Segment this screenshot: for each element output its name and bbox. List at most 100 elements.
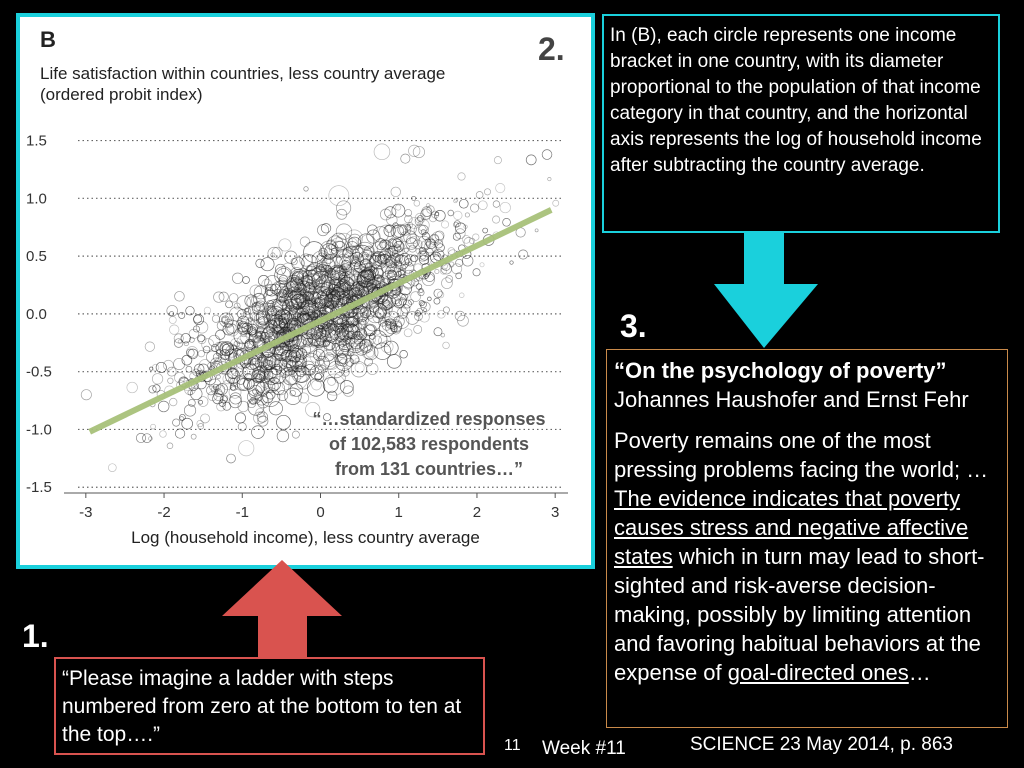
data-point: [296, 348, 308, 360]
data-point: [208, 378, 222, 392]
data-point: [247, 398, 265, 416]
data-point: [242, 363, 259, 380]
data-point: [221, 344, 231, 354]
data-point: [348, 311, 359, 323]
data-point: [234, 412, 246, 424]
data-point: [226, 453, 236, 464]
step-label-1: 1.: [22, 618, 49, 654]
data-point: [225, 368, 241, 384]
data-point: [327, 360, 345, 379]
data-point: [320, 257, 336, 273]
data-point: [297, 363, 307, 373]
data-point: [291, 354, 308, 370]
x-tick-label: 0: [316, 504, 324, 521]
data-point: [357, 318, 368, 329]
data-point: [219, 349, 231, 361]
data-point: [314, 297, 327, 309]
data-point: [197, 396, 209, 407]
data-point: [334, 371, 346, 384]
data-point: [363, 324, 376, 337]
data-point: [271, 381, 285, 395]
data-point: [310, 266, 329, 284]
data-point: [307, 378, 326, 397]
data-point: [384, 310, 400, 326]
data-point: [291, 430, 300, 439]
data-point: [461, 255, 474, 267]
data-point: [305, 269, 323, 288]
data-point: [244, 307, 250, 313]
data-point: [163, 359, 174, 371]
data-point: [169, 311, 175, 317]
data-point: [417, 250, 429, 262]
data-point: [386, 269, 397, 281]
data-point: [238, 440, 255, 457]
data-point: [206, 385, 216, 396]
data-point: [316, 261, 330, 276]
data-point: [152, 384, 161, 393]
data-point: [159, 430, 167, 438]
data-point: [472, 268, 481, 277]
data-point: [234, 366, 248, 380]
data-point: [410, 291, 421, 302]
data-point: [219, 349, 231, 360]
data-point: [265, 283, 278, 297]
data-point: [387, 262, 398, 273]
data-point: [240, 311, 254, 325]
data-point: [265, 389, 276, 400]
data-point: [311, 291, 329, 308]
data-point: [188, 336, 195, 343]
data-point: [252, 292, 266, 306]
data-point: [332, 343, 341, 352]
data-point: [428, 214, 438, 223]
data-point: [197, 334, 206, 343]
data-point: [318, 324, 332, 337]
abstract-underlined2: goal-directed ones: [727, 660, 909, 685]
data-point: [300, 344, 312, 356]
data-point: [249, 284, 263, 298]
data-point: [308, 333, 321, 347]
data-point: [352, 267, 362, 277]
data-point: [242, 276, 250, 284]
data-point: [335, 330, 356, 350]
data-point: [326, 320, 338, 332]
data-point: [328, 185, 350, 207]
data-point: [324, 352, 334, 362]
data-point: [180, 333, 191, 344]
data-point: [395, 299, 403, 307]
data-point: [395, 314, 410, 329]
data-point: [347, 236, 362, 251]
data-point: [289, 355, 306, 372]
data-point: [249, 312, 259, 322]
data-point: [358, 314, 369, 325]
trend-line: [88, 207, 553, 435]
data-point: [181, 417, 193, 430]
data-point: [226, 367, 238, 379]
data-point: [288, 339, 296, 347]
data-point: [363, 246, 375, 258]
data-point: [411, 195, 417, 201]
data-point: [453, 221, 459, 228]
data-point: [455, 272, 462, 280]
data-point: [509, 260, 514, 265]
data-point: [265, 308, 277, 320]
data-point: [174, 291, 185, 302]
data-point: [256, 316, 270, 330]
data-point: [502, 218, 511, 227]
data-point: [311, 301, 317, 307]
data-point: [294, 276, 301, 282]
data-point: [317, 291, 327, 301]
data-point: [357, 266, 376, 285]
data-point: [405, 237, 418, 250]
step-label-2: 2.: [538, 31, 565, 67]
data-point: [166, 366, 177, 377]
data-point: [257, 321, 267, 330]
data-point: [357, 233, 375, 250]
data-point: [181, 354, 193, 366]
data-point: [342, 311, 359, 328]
data-point: [339, 380, 354, 394]
data-point: [292, 365, 299, 373]
data-point: [395, 204, 402, 211]
data-point: [417, 235, 431, 250]
data-point: [314, 373, 322, 381]
data-point: [263, 325, 275, 338]
